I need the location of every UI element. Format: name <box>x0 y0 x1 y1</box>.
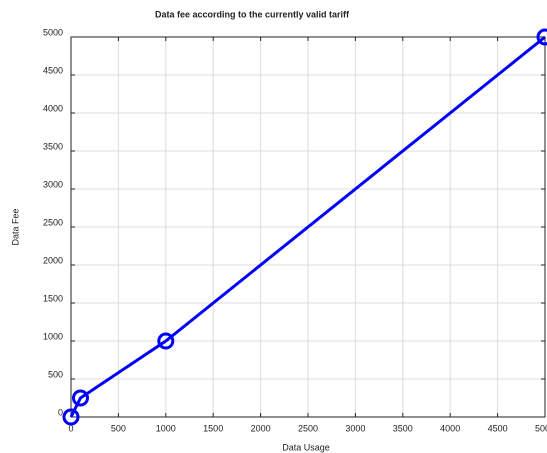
y-axis-label: Data Fee <box>10 208 20 245</box>
y-tick-label: 500 <box>48 369 63 379</box>
data-marker <box>62 408 80 426</box>
x-tick-label: 4500 <box>488 423 508 433</box>
x-tick-label: 5000 <box>535 423 547 433</box>
y-tick-label: 3500 <box>43 141 63 151</box>
chart-title: Data fee according to the currently vali… <box>155 9 350 19</box>
y-tick-label: 2500 <box>43 217 63 227</box>
y-tick-label: 3000 <box>43 179 63 189</box>
data-marker <box>71 389 89 407</box>
y-tick-label: 1500 <box>43 293 63 303</box>
y-tick-label: 1000 <box>43 331 63 341</box>
y-tick-label: 4000 <box>43 103 63 113</box>
x-tick-label: 2500 <box>298 423 318 433</box>
x-tick-label: 0 <box>68 423 73 433</box>
y-tick-label: 5000 <box>43 27 63 37</box>
y-tick-label: 2000 <box>43 255 63 265</box>
x-tick-label: 1500 <box>203 423 223 433</box>
y-tick-label: 0 <box>58 407 63 417</box>
x-tick-label: 2000 <box>251 423 271 433</box>
data-line <box>69 35 546 418</box>
x-tick-label: 500 <box>111 423 126 433</box>
plot-frame <box>70 36 546 418</box>
data-marker <box>157 332 175 350</box>
x-tick-label: 3000 <box>345 423 365 433</box>
x-tick-label: 4000 <box>440 423 460 433</box>
data-marker <box>536 28 547 46</box>
y-tick-label: 4500 <box>43 65 63 75</box>
x-tick-label: 3500 <box>393 423 413 433</box>
x-tick-label: 1000 <box>156 423 176 433</box>
x-axis-label: Data Usage <box>282 442 330 452</box>
